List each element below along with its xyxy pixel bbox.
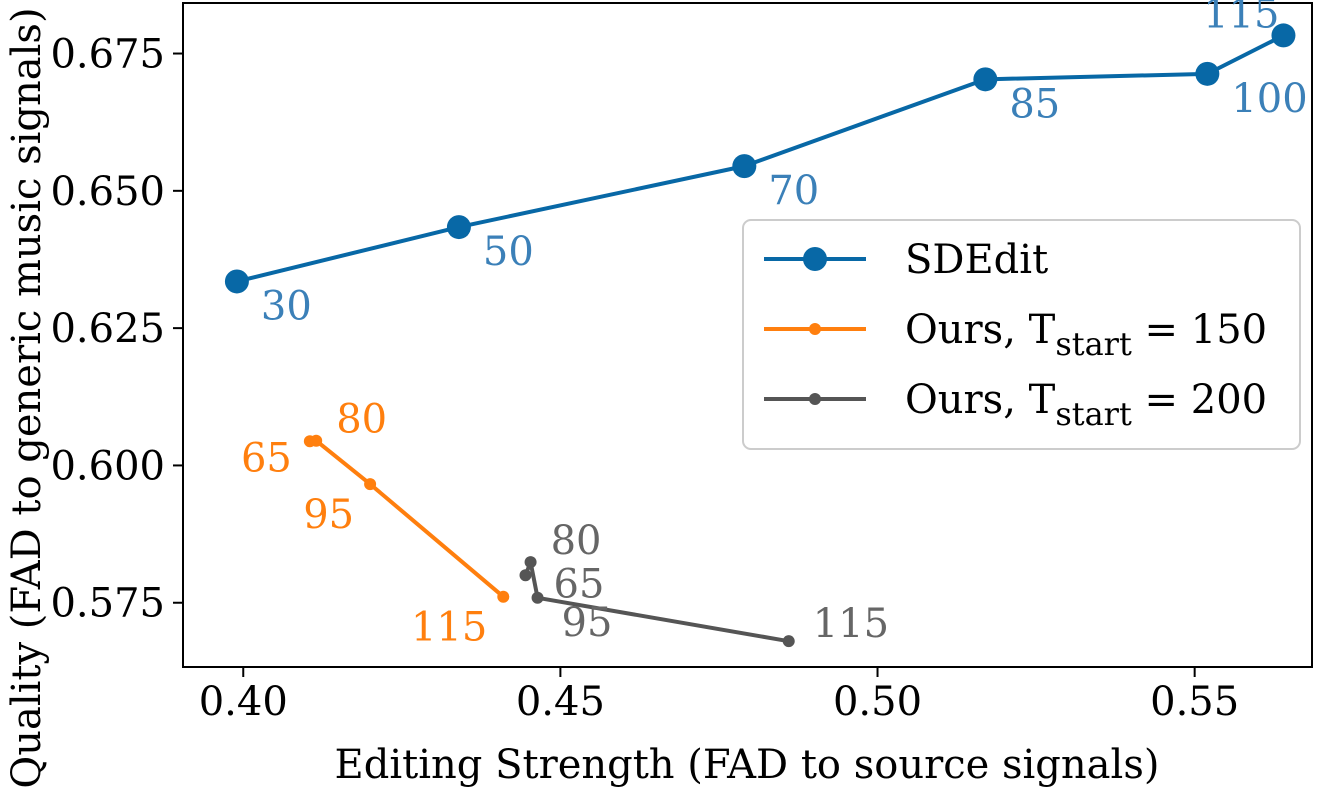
legend-marker (809, 393, 821, 405)
y-axis: 0.575 0.600 0.625 0.650 0.675 (50, 32, 183, 627)
data-point (224, 269, 249, 294)
legend-label-subscript: start (1055, 395, 1132, 433)
legend-marker (803, 247, 827, 271)
y-tick-label: 0.625 (50, 306, 165, 352)
x-tick-label: 0.55 (1150, 679, 1239, 725)
series-0 (224, 23, 1296, 294)
x-tick-label: 0.40 (199, 679, 288, 725)
point-label: 100 (1231, 76, 1307, 122)
data-point (1271, 23, 1296, 48)
legend-label-tail: = 150 (1132, 307, 1267, 353)
point-label: 80 (336, 397, 387, 443)
point-label: 95 (562, 600, 613, 646)
point-label: 115 (1203, 0, 1279, 37)
point-label: 65 (241, 435, 292, 481)
y-tick-label: 0.575 (50, 581, 165, 627)
legend-label-main: SDEdit (905, 237, 1048, 283)
data-point (524, 556, 537, 569)
series-2 (519, 556, 795, 648)
point-label: 65 (554, 561, 605, 607)
data-point (1195, 61, 1220, 86)
point-label: 30 (261, 283, 312, 329)
series-line (236, 33, 1285, 284)
point-label: 85 (1009, 81, 1060, 127)
series-layer (224, 23, 1296, 648)
legend-label-main: Ours, T (905, 307, 1056, 353)
legend-label: Ours, Tstart = 150 (905, 307, 1267, 363)
legend-label-subscript: start (1055, 325, 1132, 363)
legend-label: Ours, Tstart = 200 (905, 377, 1267, 433)
point-label: 115 (813, 601, 889, 647)
legend-frame (742, 219, 1301, 450)
data-point (782, 635, 795, 648)
legend-label-tail: = 200 (1132, 377, 1267, 423)
x-tick-label: 0.50 (833, 679, 922, 725)
data-point (364, 478, 377, 491)
data-point (973, 67, 998, 92)
y-tick-label: 0.675 (50, 32, 165, 78)
x-axis-title: Editing Strength (FAD to source signals) (335, 742, 1160, 788)
legend-entry-2: Ours, Tstart = 200 (764, 377, 1267, 433)
data-point (519, 569, 532, 582)
data-point (310, 434, 323, 447)
y-tick-label: 0.600 (50, 443, 165, 489)
y-axis-title: Quality (FAD to generic music signals) (4, 7, 50, 788)
series-1 (303, 434, 510, 603)
legend-entry-0: SDEdit (764, 237, 1048, 283)
data-point (446, 215, 471, 240)
point-label: 115 (411, 605, 487, 651)
legend-marker (809, 323, 821, 335)
data-point (732, 154, 757, 179)
data-point (497, 590, 510, 603)
point-label: 80 (551, 518, 602, 564)
data-point (531, 591, 544, 604)
x-axis: 0.40 0.45 0.50 0.55 (199, 667, 1239, 725)
y-tick-label: 0.650 (50, 169, 165, 215)
legend-label-main: Ours, T (905, 377, 1056, 423)
point-label: 95 (303, 492, 354, 538)
x-tick-label: 0.45 (516, 679, 605, 725)
point-label: 70 (768, 168, 819, 214)
point-label: 50 (483, 229, 534, 275)
legend-label: SDEdit (905, 237, 1048, 283)
legend-entry-1: Ours, Tstart = 150 (764, 307, 1267, 363)
series-line (523, 560, 790, 644)
